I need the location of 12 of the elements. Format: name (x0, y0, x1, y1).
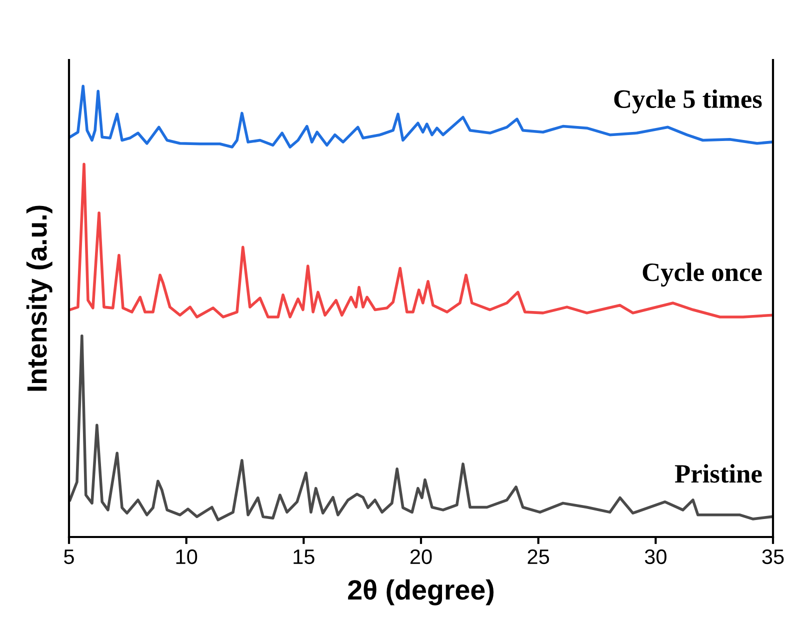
x-tick-label: 35 (762, 549, 784, 564)
series-label: Cycle 5 times (614, 89, 762, 114)
x-tick-label: 30 (644, 549, 666, 564)
x-tick-label: 25 (528, 549, 550, 564)
x-tick-label: 15 (294, 550, 314, 564)
x-tick-label: 5 (64, 550, 74, 564)
x-tick-label: 20 (410, 549, 432, 564)
x-tick-label: 10 (176, 549, 198, 564)
series-label: Pristine (674, 464, 762, 483)
series-label: Cycle once (642, 262, 762, 287)
y-axis-title: Intensity (a.u.) (26, 206, 52, 391)
x-axis-title: 2θ (degree) (348, 579, 494, 606)
